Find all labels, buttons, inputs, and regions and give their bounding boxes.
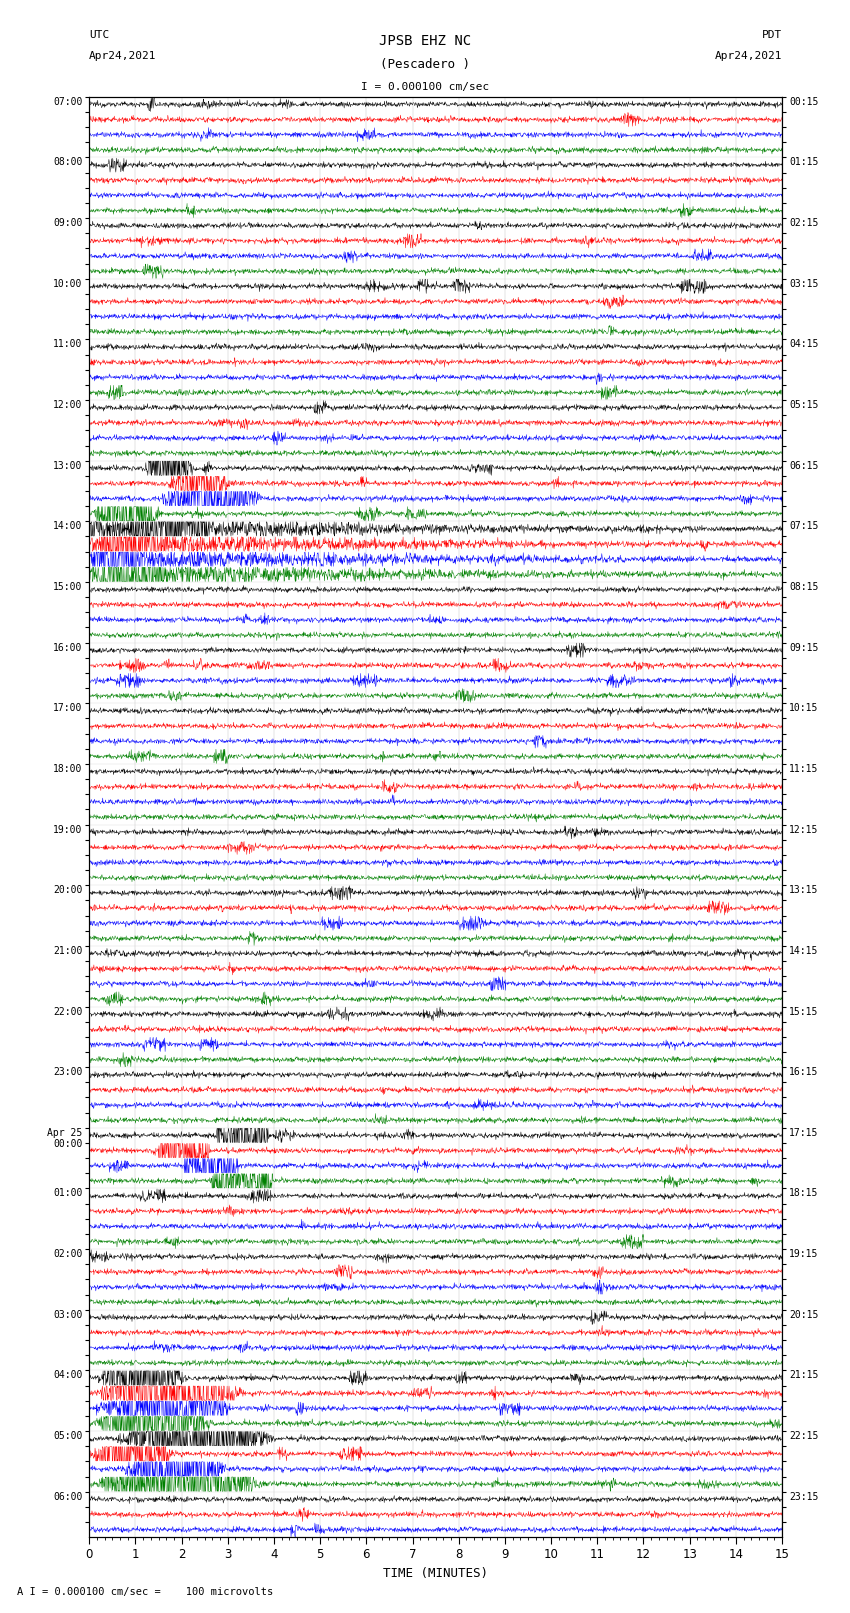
Text: (Pescadero ): (Pescadero ) — [380, 58, 470, 71]
Text: A I = 0.000100 cm/sec =    100 microvolts: A I = 0.000100 cm/sec = 100 microvolts — [17, 1587, 273, 1597]
Text: PDT: PDT — [762, 31, 782, 40]
X-axis label: TIME (MINUTES): TIME (MINUTES) — [383, 1566, 488, 1579]
Text: I = 0.000100 cm/sec: I = 0.000100 cm/sec — [361, 82, 489, 92]
Text: Apr24,2021: Apr24,2021 — [89, 52, 156, 61]
Text: JPSB EHZ NC: JPSB EHZ NC — [379, 34, 471, 48]
Text: UTC: UTC — [89, 31, 110, 40]
Text: Apr24,2021: Apr24,2021 — [715, 52, 782, 61]
